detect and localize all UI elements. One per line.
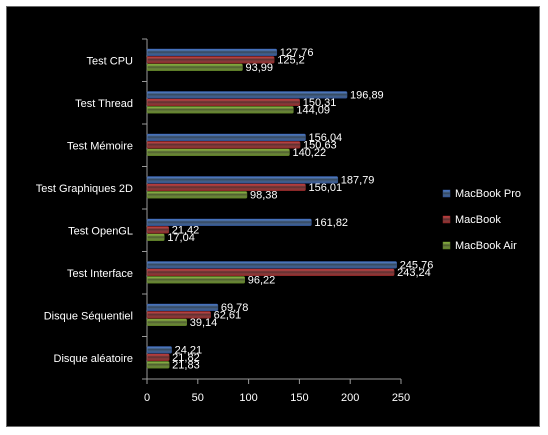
category-label: Disque Séquentiel bbox=[44, 310, 133, 322]
data-label: 150,63 bbox=[303, 140, 337, 152]
data-label: 98,38 bbox=[250, 190, 278, 202]
data-label: 93,99 bbox=[245, 62, 273, 74]
data-label: 187,79 bbox=[341, 175, 375, 187]
bar bbox=[146, 91, 348, 99]
data-label: 24,21 bbox=[175, 345, 203, 357]
data-label: 125,2 bbox=[277, 55, 305, 67]
bar bbox=[146, 98, 300, 106]
bar bbox=[146, 233, 165, 241]
data-label: 69,78 bbox=[221, 302, 249, 314]
data-label: 196,89 bbox=[350, 90, 384, 102]
data-label: 150,31 bbox=[303, 97, 337, 109]
bar bbox=[146, 218, 312, 226]
data-label: 161,82 bbox=[314, 217, 348, 229]
bar bbox=[146, 56, 275, 64]
bar bbox=[146, 183, 306, 191]
data-label: 21,42 bbox=[172, 225, 200, 237]
category-label: Test Mémoire bbox=[67, 140, 133, 152]
data-label: 21,83 bbox=[172, 360, 200, 372]
x-tick-label: 100 bbox=[239, 392, 257, 404]
data-label: 127,76 bbox=[280, 47, 314, 59]
category-label: Disque aléatoire bbox=[54, 353, 134, 365]
bar bbox=[146, 191, 248, 199]
data-label: 62,61 bbox=[214, 310, 242, 322]
data-label: 144,09 bbox=[296, 105, 330, 117]
data-label: 156,04 bbox=[309, 132, 343, 144]
x-tick-label: 0 bbox=[144, 392, 150, 404]
bar bbox=[146, 346, 172, 354]
legend-swatch bbox=[442, 215, 451, 224]
data-label: 39,14 bbox=[190, 317, 218, 329]
chart-frame: 0 50 100 150 200 250 Test CPU 127,76 125,2 93,99 T… bbox=[6, 6, 540, 427]
bar bbox=[146, 141, 301, 149]
bar bbox=[146, 268, 395, 276]
bar bbox=[146, 176, 339, 184]
bar bbox=[146, 63, 243, 71]
bar bbox=[146, 106, 294, 114]
legend-label: MacBook Pro bbox=[455, 188, 521, 200]
x-tick-label: 200 bbox=[341, 392, 359, 404]
x-tick-label: 50 bbox=[192, 392, 204, 404]
bar bbox=[146, 148, 290, 156]
x-tick-label: 250 bbox=[392, 392, 410, 404]
bar bbox=[146, 361, 170, 369]
bar bbox=[146, 311, 211, 319]
legend-label: MacBook Air bbox=[455, 240, 517, 252]
legend-label: MacBook bbox=[455, 214, 501, 226]
category-label: Test OpenGL bbox=[68, 225, 133, 237]
category-label: Test Graphiques 2D bbox=[36, 183, 133, 195]
bar bbox=[146, 133, 306, 141]
bar bbox=[146, 261, 397, 269]
x-tick-label: 150 bbox=[290, 392, 308, 404]
category-label: Test Interface bbox=[67, 268, 133, 280]
bar bbox=[146, 276, 246, 284]
data-label: 156,01 bbox=[309, 182, 343, 194]
bar bbox=[146, 226, 170, 234]
bar bbox=[146, 318, 188, 326]
legend-swatch bbox=[442, 189, 451, 198]
legend-swatch bbox=[442, 241, 451, 250]
data-label: 243,24 bbox=[397, 267, 431, 279]
bar bbox=[146, 303, 219, 311]
data-label: 140,22 bbox=[292, 147, 326, 159]
data-label: 21,82 bbox=[172, 352, 200, 364]
category-label: Test CPU bbox=[87, 55, 134, 67]
bar bbox=[146, 353, 170, 361]
data-label: 245,76 bbox=[400, 260, 434, 272]
data-label: 96,22 bbox=[248, 275, 276, 287]
bar bbox=[146, 48, 278, 56]
data-label: 17,04 bbox=[167, 232, 195, 244]
category-label: Test Thread bbox=[75, 98, 133, 110]
